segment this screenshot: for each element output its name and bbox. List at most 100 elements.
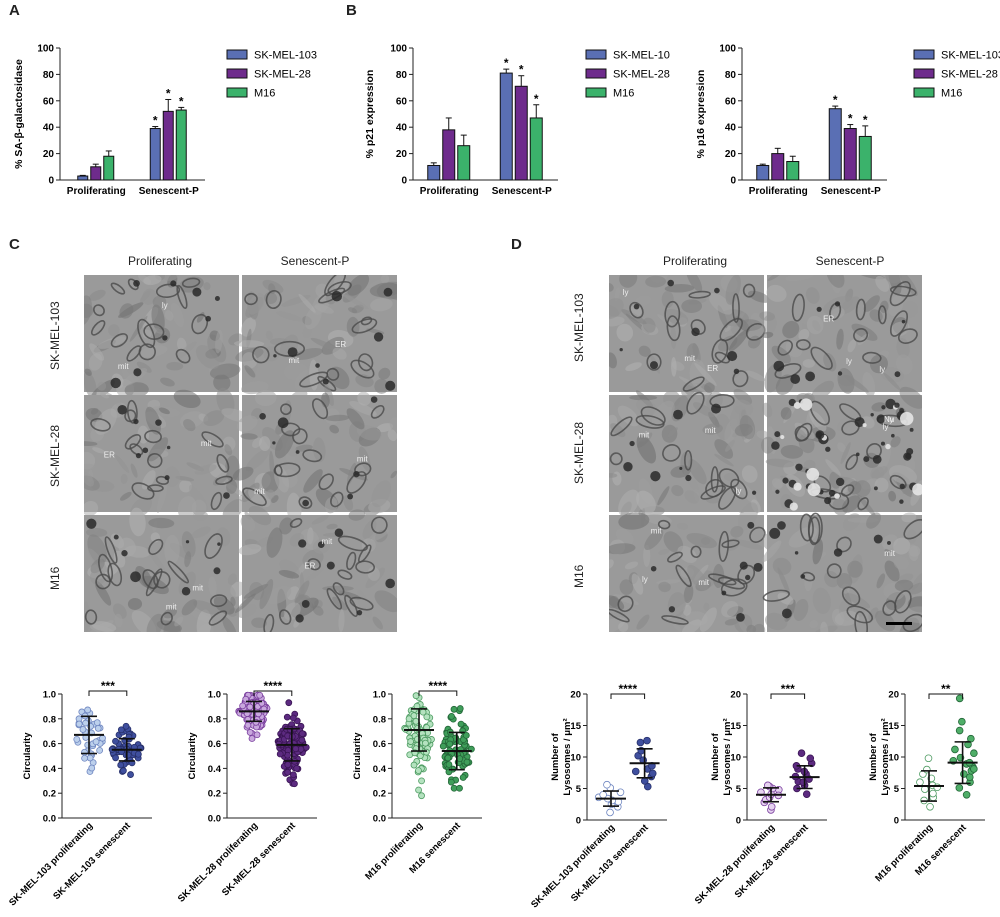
lysosome <box>881 405 886 410</box>
lysosome <box>777 521 786 530</box>
data-point <box>93 719 101 727</box>
organelle <box>749 526 766 543</box>
data-point <box>298 730 306 738</box>
em-texture <box>143 275 162 286</box>
em-texture <box>313 437 326 463</box>
em-texture <box>304 305 322 330</box>
lysosome <box>835 477 845 487</box>
data-point <box>284 761 292 769</box>
y-tick-label: 60 <box>43 96 55 107</box>
organelle <box>307 558 321 571</box>
em-texture <box>812 587 831 615</box>
em-texture <box>332 596 348 611</box>
em-texture <box>213 596 235 615</box>
legend-swatch <box>585 49 607 60</box>
legend-swatch <box>226 49 248 60</box>
em-texture <box>108 324 120 337</box>
em-texture <box>894 579 914 592</box>
em-texture <box>661 290 674 308</box>
em-texture <box>173 389 201 409</box>
organelle <box>137 318 156 349</box>
lysosome <box>370 396 378 403</box>
data-point <box>134 750 142 758</box>
lysosome <box>301 600 310 608</box>
organelle <box>617 595 634 613</box>
em-texture <box>834 610 859 626</box>
lysosome <box>891 433 895 438</box>
em-texture <box>882 322 892 337</box>
organelle <box>661 615 689 625</box>
lysosome <box>217 542 221 546</box>
em-texture <box>875 275 890 292</box>
em-texture <box>762 540 782 562</box>
em-texture <box>130 463 138 478</box>
em-texture <box>820 621 829 632</box>
organelle <box>903 518 922 540</box>
em-texture <box>164 534 180 565</box>
significance-bracket <box>770 693 806 699</box>
col-label-proliferating: Proliferating <box>127 254 193 268</box>
x-tick-label: Proliferating <box>67 186 126 197</box>
em-texture <box>896 354 913 375</box>
em-texture <box>618 621 629 632</box>
lysosome <box>873 534 883 544</box>
em-texture <box>233 340 265 348</box>
em-texture <box>371 529 390 542</box>
em-texture <box>739 415 756 440</box>
bar <box>175 109 187 181</box>
bar <box>103 155 115 181</box>
organelle <box>126 399 138 424</box>
row-label-sk-mel-28: SK-MEL-28 <box>48 424 62 487</box>
em-texture <box>120 473 128 484</box>
em-texture <box>745 370 766 382</box>
lysosome <box>834 301 841 307</box>
em-texture <box>883 372 901 391</box>
em-texture <box>619 579 634 595</box>
organelle <box>337 569 353 580</box>
data-point <box>112 754 119 762</box>
y-tick-label: 60 <box>396 96 408 107</box>
significance-star: * <box>534 92 539 106</box>
data-point <box>285 699 293 707</box>
organelle <box>902 613 922 632</box>
significance-star: * <box>179 94 184 108</box>
lysosome <box>894 402 900 408</box>
organelle <box>846 605 874 624</box>
em-image: ER mit <box>233 275 397 395</box>
organelle <box>877 305 887 325</box>
lysosome <box>691 327 700 337</box>
lysosome <box>805 371 816 382</box>
em-texture <box>343 294 369 310</box>
em-texture <box>823 352 837 372</box>
lysosome <box>668 606 676 613</box>
em-texture <box>196 609 212 632</box>
organelle <box>292 428 308 445</box>
panel-label-c: C <box>9 236 20 253</box>
em-texture <box>324 384 334 406</box>
lysosome <box>130 571 141 583</box>
em-texture <box>907 529 917 544</box>
data-point <box>415 786 422 794</box>
data-point <box>797 749 806 758</box>
x-tick-label: Senescent-P <box>492 186 552 197</box>
organelle <box>129 443 144 456</box>
organelle <box>273 462 301 478</box>
em-texture <box>702 423 723 435</box>
em-texture <box>367 566 380 581</box>
em-texture <box>686 275 703 292</box>
x-tick-label: Senescent-P <box>821 186 881 197</box>
x-tick-label: SK-MEL-28 senescent <box>220 820 299 899</box>
lysosome <box>736 612 745 622</box>
organelle <box>894 590 912 614</box>
y-axis-label: Lysosomes / μm² <box>722 718 733 795</box>
em-texture <box>195 345 220 370</box>
em-texture <box>804 573 813 592</box>
lysosome <box>334 528 344 537</box>
em-texture <box>357 391 371 406</box>
em-texture <box>759 311 776 321</box>
organelle <box>690 545 702 558</box>
em-texture <box>780 407 792 420</box>
y-tick-label: 20 <box>730 690 741 701</box>
em-texture <box>908 544 919 562</box>
em-annotation: ly <box>888 415 894 424</box>
